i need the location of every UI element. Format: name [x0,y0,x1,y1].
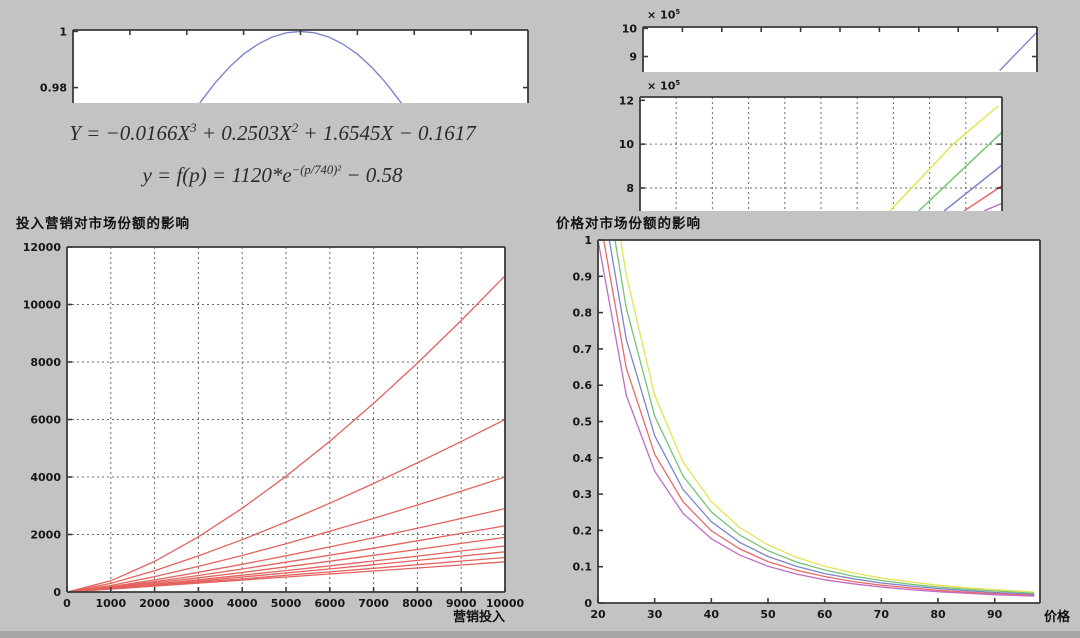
tick-label: 4000 [227,597,258,610]
formula-text: × 10 [647,79,676,93]
chart-revenue-mini: 10 9 [622,22,1038,72]
formula-sup: 5 [675,8,681,16]
marketing-xaxis-label: 营销投入 [452,610,505,625]
tick-label: 0 [53,586,61,599]
series-price-green [614,240,1035,594]
series-invest-2 [67,418,505,592]
chart-revenue-grid: 12 10 8 [619,94,1003,211]
series-group [889,105,1002,211]
scale-label-revenue-grid: × 105 [647,79,680,93]
tick-label: 0.3 [573,488,593,501]
formula-text: + 0.2503X [196,121,292,145]
tick-label: 6000 [30,414,61,427]
series-invest-4 [67,507,505,592]
tick-label: 1000 [95,597,126,610]
series-invest-5 [67,525,505,592]
formula-text: × 10 [647,8,676,22]
tick-label: 0.9 [573,270,593,283]
formula-line-1: Y = −0.0166X3 + 0.2503X2 + 1.6545X − 0.1… [40,121,505,146]
series-price-yellow [620,240,1035,593]
series-invest-10 [67,561,505,592]
tick-label: 8 [626,182,634,195]
tick-label: 70 [874,608,890,621]
price-chart-title: 价格对市场份额的影响 [556,216,701,232]
tick-label: 90 [987,608,1003,621]
tick-label: 3000 [183,597,214,610]
price-xaxis-label: 价格 [1044,610,1071,625]
plot-area [643,27,1037,72]
tick-label: 0 [584,597,592,610]
marketing-chart-title: 投入营销对市场份额的影响 [16,216,190,232]
tick-label: 40 [704,608,720,621]
chart-price-share: 20 30 40 50 60 70 80 90 0 0.1 0.2 0.3 0.4 0.5 0.6 0.7 0.… [573,234,1041,621]
series-price-blue [608,240,1035,595]
tick-label: 9000 [446,597,477,610]
formula-line-2: y = f(p) = 1120*e−(p/740)² − 0.58 [40,163,505,188]
formula-sup: 3 [190,121,197,135]
series-s5-purple [983,202,1002,211]
tick-label: 8000 [30,356,61,369]
tick-label: 5000 [271,597,302,610]
formula-sup: 5 [675,79,681,87]
page-bottom-band [0,631,1080,638]
tick-label: 0.6 [573,379,593,392]
formula-sup: −(p/740)² [291,163,342,177]
tick-label: 10000 [486,597,525,610]
series-group [999,31,1037,72]
formula-text: − 0.58 [341,163,403,187]
tick-label: 1 [59,25,67,38]
tick-label: 2000 [30,529,61,542]
tick-label: 8000 [402,597,433,610]
series-s4-red [963,185,1002,211]
plot-area [598,240,1040,603]
tick-label: 1 [584,234,592,247]
series-price-red [603,240,1035,596]
series-invest-3 [67,476,505,592]
plot-area [73,30,528,103]
tick-label: 0.2 [573,524,593,537]
chart-fit-curve-mini: 10.98 [40,25,529,103]
tick-label: 0.1 [573,561,593,574]
tick-label: 80 [930,608,946,621]
tick-label: 20 [590,608,606,621]
formula-sup: 2 [291,121,299,135]
tick-label: 12000 [23,241,62,254]
formula-text: y = f(p) = 1120*e [142,163,292,187]
series-s3-blue [943,164,1002,211]
series-invest-6 [67,536,505,592]
tick-label: 0 [63,597,71,610]
formula-text: + 1.6545X − 0.1617 [298,121,476,145]
tick-label: 7000 [358,597,389,610]
tick-label: 0.8 [573,307,593,320]
tick-label: 12 [619,94,634,107]
scale-label-revenue-mini: × 105 [647,8,680,22]
tick-label: 10000 [23,299,62,312]
tick-label: 4000 [30,471,61,484]
series-s1-yellow [889,105,999,211]
tick-label: 30 [647,608,663,621]
series-group [598,240,1035,597]
tick-label: 9 [629,51,637,64]
tick-label: 10 [619,138,635,151]
tick-label: 10 [622,22,638,35]
tick-label: 60 [817,608,833,621]
series-s2-green [918,131,1002,211]
tick-label: 0.5 [573,416,593,429]
series-revenue-line [999,31,1037,72]
tick-label: 0.4 [573,452,593,465]
chart-marketing-share: 0 1000 2000 3000 4000 5000 6000 7000 8000 9000 100… [23,241,525,610]
tick-label: 50 [760,608,776,621]
tick-label: 6000 [314,597,345,610]
tick-label: 0.98 [40,82,67,95]
formula-text: Y = −0.0166X [69,121,191,145]
series-invest-1 [67,275,505,592]
series-price-magenta [598,240,1035,597]
tick-label: 2000 [139,597,170,610]
series-group [67,275,505,592]
tick-label: 0.7 [573,343,593,356]
